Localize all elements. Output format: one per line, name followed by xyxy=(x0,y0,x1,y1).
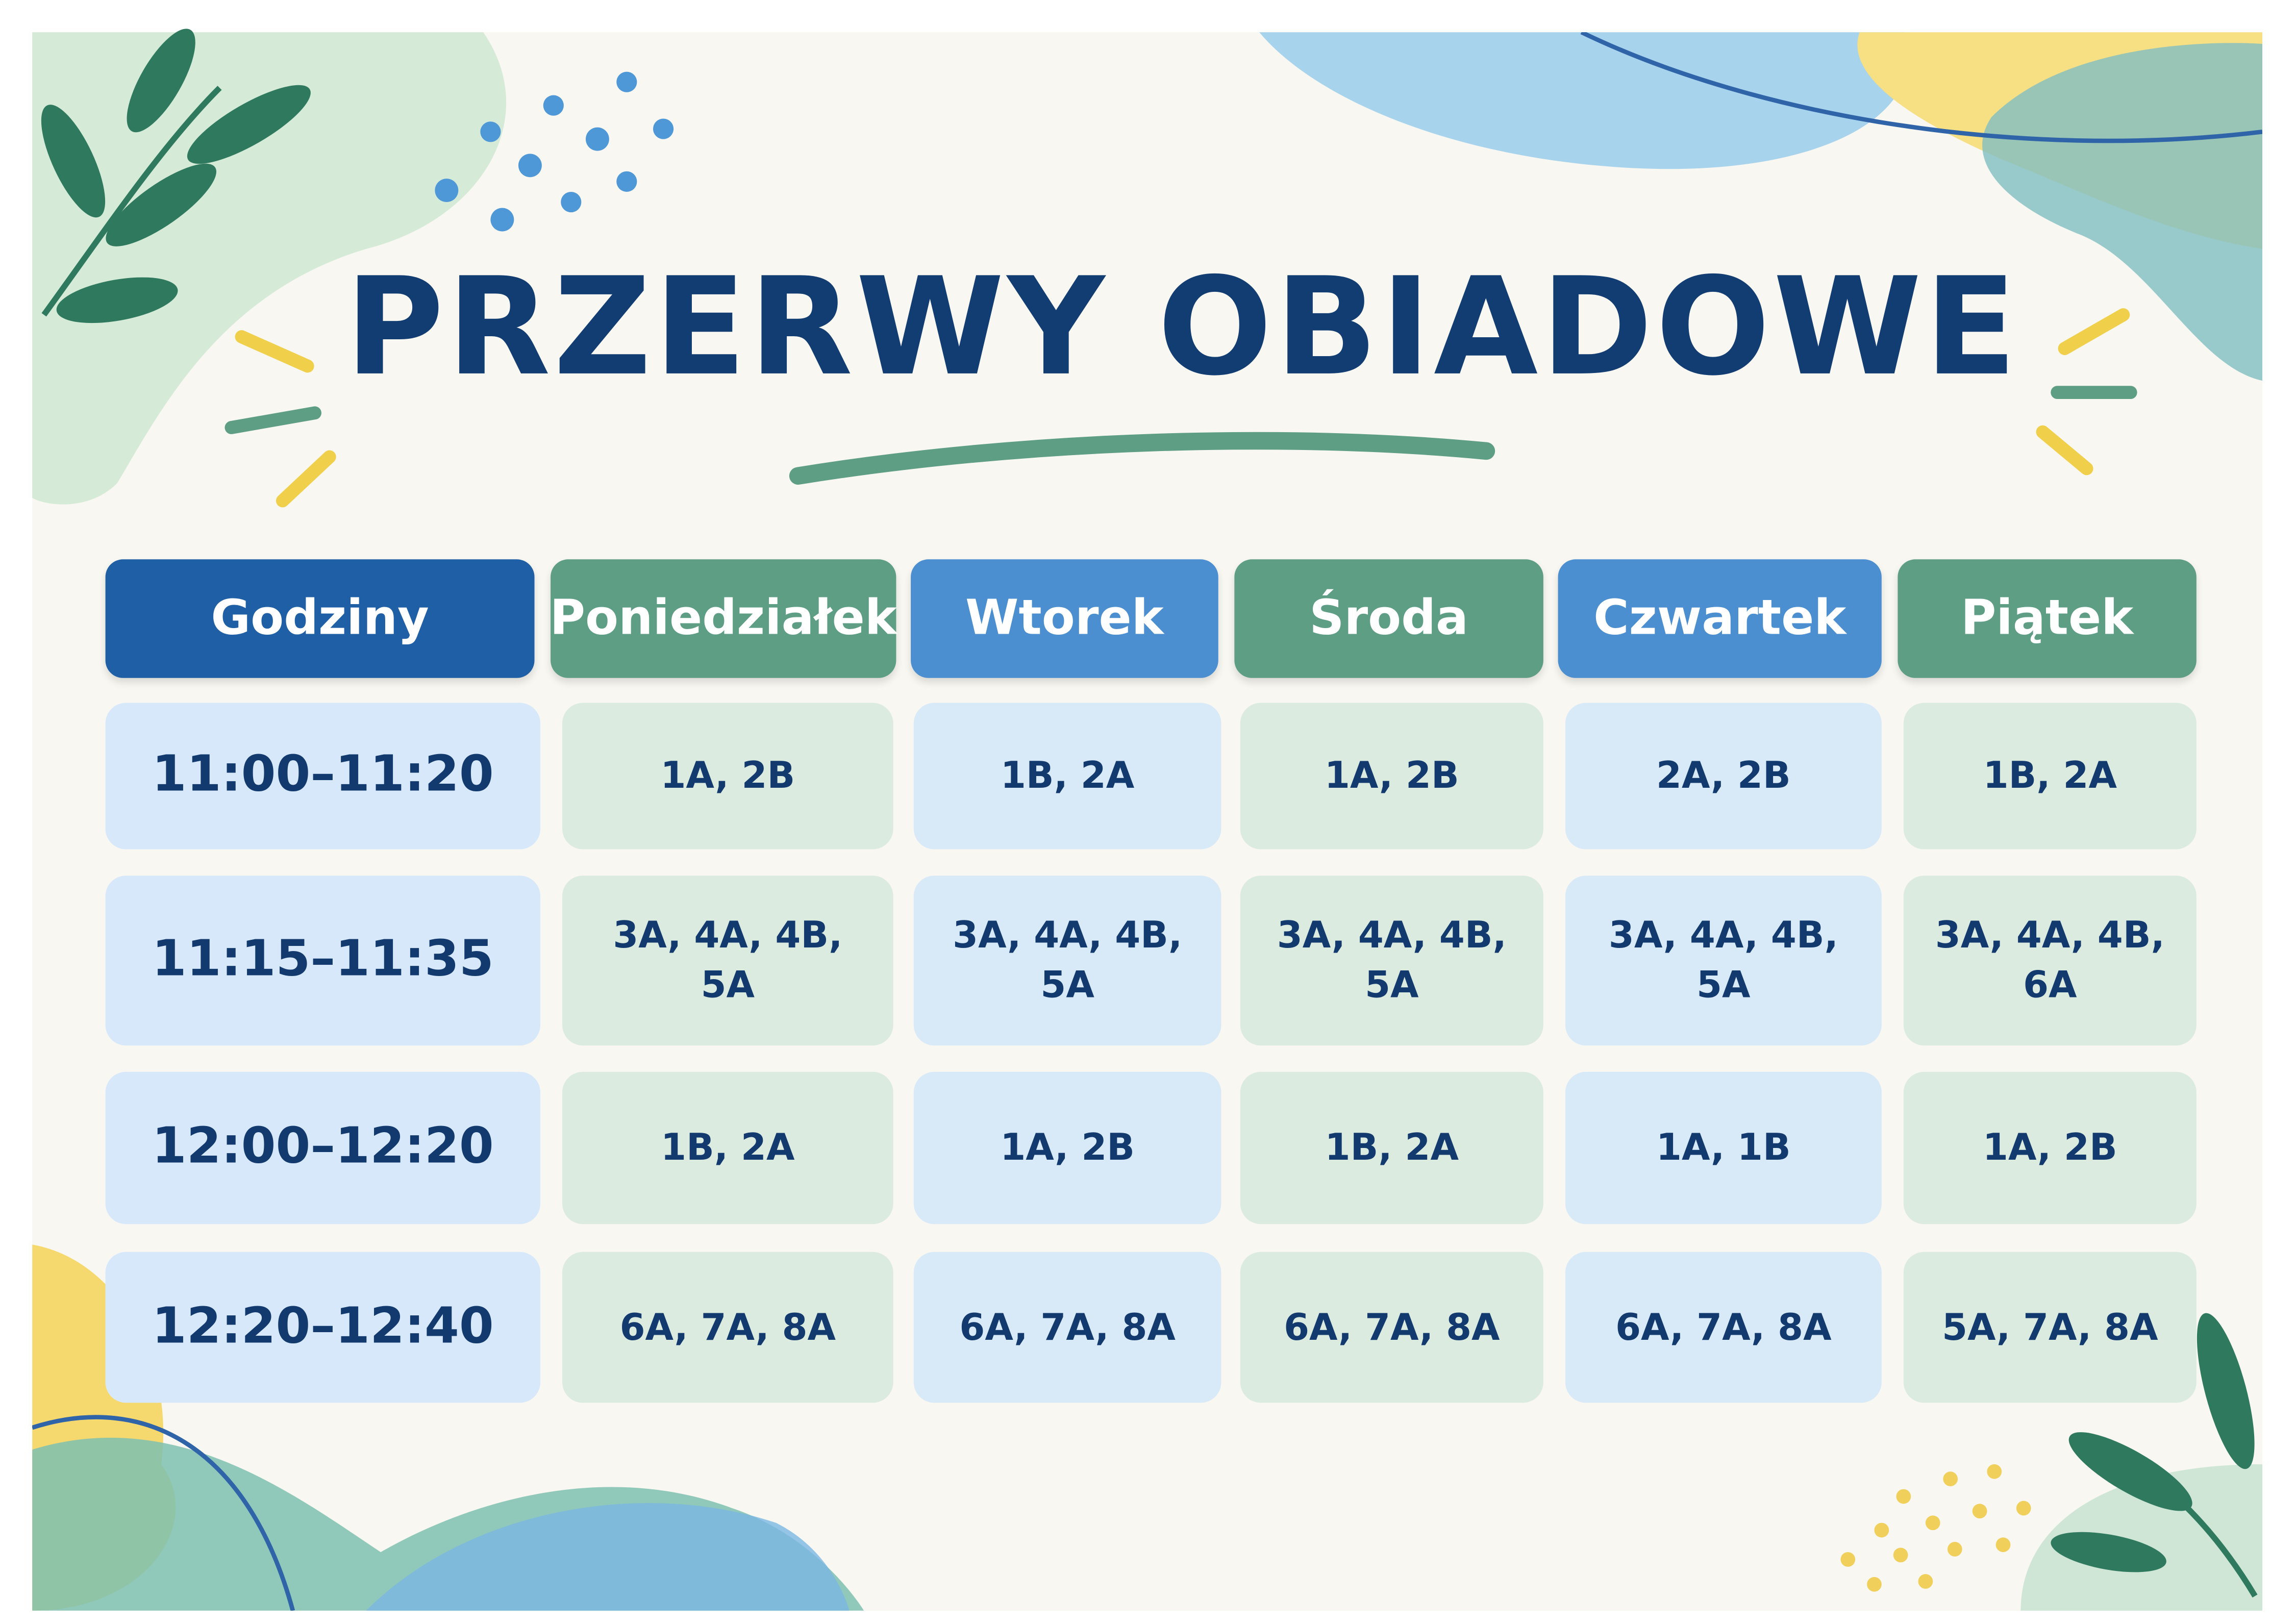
line-decor xyxy=(1580,32,2262,143)
class-cell: 1B, 2A xyxy=(562,1071,893,1225)
class-cell: 1A, 2B xyxy=(913,1071,1221,1225)
line-decor xyxy=(32,1415,295,1611)
class-cell: 1B, 2A xyxy=(1903,703,2197,850)
time-cell: 12:00–12:20 xyxy=(105,1071,540,1225)
column-header: Środa xyxy=(1234,559,1543,678)
blob xyxy=(2020,1464,2262,1611)
column-header: Piątek xyxy=(1898,559,2197,678)
leaves xyxy=(41,29,2258,1598)
class-cell: 3A, 4A, 4B, 5A xyxy=(562,876,893,1046)
class-cell: 1B, 2A xyxy=(1240,1071,1543,1225)
class-cell: 3A, 4A, 4B, 5A xyxy=(913,876,1221,1046)
blob xyxy=(1982,43,2262,381)
dots xyxy=(435,71,674,232)
class-cell: 1A, 2B xyxy=(1903,1071,2197,1225)
blob xyxy=(32,32,507,505)
blob xyxy=(1259,32,1908,169)
class-cell: 5A, 7A, 8A xyxy=(1903,1252,2197,1403)
class-cell: 1A, 2B xyxy=(1240,703,1543,850)
class-cell: 6A, 7A, 8A xyxy=(1565,1252,1882,1403)
class-cell: 1A, 2B xyxy=(562,703,893,850)
dots xyxy=(1840,1464,2031,1592)
class-cell: 1A, 1B xyxy=(1565,1071,1882,1225)
class-cell: 3A, 4A, 4B, 6A xyxy=(1903,876,2197,1046)
dashes xyxy=(224,308,2137,508)
class-cell: 6A, 7A, 8A xyxy=(562,1252,893,1403)
class-cell: 2A, 2B xyxy=(1565,703,1882,850)
class-cell: 6A, 7A, 8A xyxy=(1240,1252,1543,1403)
time-cell: 11:00–11:20 xyxy=(105,703,540,850)
time-cell: 11:15–11:35 xyxy=(105,876,540,1046)
class-cell: 6A, 7A, 8A xyxy=(913,1252,1221,1403)
title: PRZERWY OBIADOWE xyxy=(345,248,2020,406)
column-header: Wtorek xyxy=(911,559,1218,678)
column-header: Godziny xyxy=(105,559,535,678)
column-header: Poniedziałek xyxy=(550,559,897,678)
time-cell: 12:20–12:40 xyxy=(105,1252,540,1403)
class-cell: 3A, 4A, 4B, 5A xyxy=(1240,876,1543,1046)
class-cell: 3A, 4A, 4B, 5A xyxy=(1565,876,1882,1046)
class-cell: 1B, 2A xyxy=(913,703,1221,850)
column-header: Czwartek xyxy=(1558,559,1882,678)
blob xyxy=(366,1503,850,1611)
